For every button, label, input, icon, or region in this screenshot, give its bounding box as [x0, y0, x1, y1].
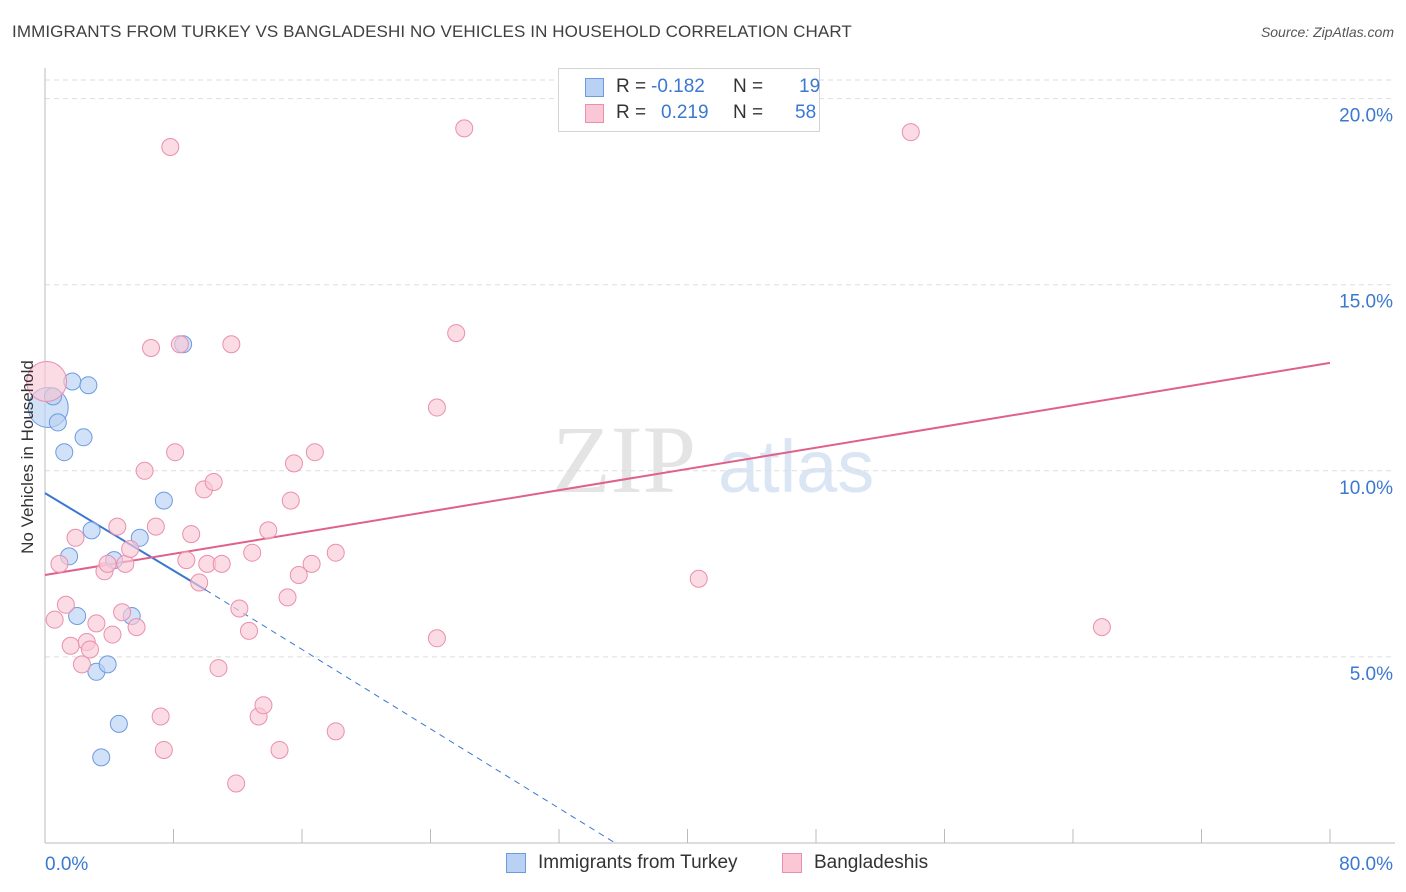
bangladeshi-point — [305, 443, 324, 462]
bangladeshi-point — [204, 472, 223, 491]
bangladeshis-n-value: 58 — [795, 102, 817, 123]
bangladeshis-n-label: N = — [733, 102, 764, 123]
bangladeshis-swatch — [585, 104, 604, 123]
bangladeshi-point — [901, 123, 920, 142]
legend-turkey-swatch — [506, 853, 526, 873]
bangladeshi-point — [455, 119, 474, 138]
bangladeshi-point — [72, 655, 91, 674]
bangladeshi-point — [284, 454, 303, 473]
bangladeshi-point — [190, 573, 209, 592]
turkey-point — [68, 606, 87, 625]
bangladeshi-point — [108, 517, 127, 536]
bangladeshi-point — [61, 636, 80, 655]
bangladeshi-point — [209, 659, 228, 678]
bangladeshi-point — [239, 621, 258, 640]
bangladeshi-point — [80, 640, 99, 659]
turkey-n-value: 19 — [799, 76, 821, 97]
turkey-point — [82, 521, 101, 540]
bangladeshi-point — [116, 554, 135, 573]
turkey-point — [74, 428, 93, 447]
bangladeshi-point — [270, 740, 289, 759]
bangladeshi-trend-line — [44, 361, 1331, 577]
bangladeshi-point — [142, 338, 161, 357]
turkey-point — [55, 443, 74, 462]
bangladeshi-point — [50, 554, 69, 573]
watermark-zip: ZIP — [552, 406, 696, 513]
bangladeshi-point — [427, 398, 446, 417]
bangladeshi-point — [154, 740, 173, 759]
legend-turkey-label: Immigrants from Turkey — [538, 852, 738, 873]
bangladeshi-point — [182, 525, 201, 544]
bangladeshi-point — [230, 599, 249, 618]
bangladeshi-point — [1092, 618, 1111, 637]
bangladeshi-point — [98, 554, 117, 573]
bangladeshi-point — [243, 543, 262, 562]
bangladeshi-point — [326, 543, 345, 562]
bangladeshi-point — [26, 360, 68, 402]
turkey-point — [79, 376, 98, 395]
turkey-r-label: R = — [616, 76, 647, 97]
y-tick-label: 10.0% — [1339, 478, 1393, 499]
bangladeshi-point — [56, 595, 75, 614]
x-tick-label-max: 80.0% — [1339, 854, 1393, 875]
y-tick-label: 5.0% — [1350, 664, 1393, 685]
bangladeshi-point — [45, 610, 64, 629]
bangladeshi-point — [259, 521, 278, 540]
bangladeshi-point — [689, 569, 708, 588]
source-label: Source: ZipAtlas.com — [1260, 24, 1394, 40]
bangladeshi-point — [66, 528, 85, 547]
turkey-swatch — [585, 78, 604, 97]
bangladeshi-point — [87, 614, 106, 633]
bangladeshi-point — [447, 324, 466, 343]
y-tick-label: 15.0% — [1339, 292, 1393, 313]
bangladeshi-point — [281, 491, 300, 510]
turkey-point — [154, 491, 173, 510]
bangladeshi-point — [289, 566, 308, 585]
bangladeshi-point — [127, 618, 146, 637]
watermark-atlas: atlas — [718, 425, 874, 508]
x-tick-label-min: 0.0% — [45, 854, 88, 875]
legend-bangladeshis-label: Bangladeshis — [814, 852, 929, 873]
y-tick-label: 20.0% — [1339, 106, 1393, 127]
bangladeshi-point — [121, 539, 140, 558]
bangladeshi-point — [166, 443, 185, 462]
turkey-r-value: -0.182 — [651, 76, 705, 97]
bangladeshi-point — [302, 554, 321, 573]
bangladeshi-point — [222, 335, 241, 354]
chart-title: IMMIGRANTS FROM TURKEY VS BANGLADESHI NO… — [12, 22, 852, 41]
bangladeshi-point — [135, 461, 154, 480]
turkey-point — [48, 413, 67, 432]
bangladeshi-point — [113, 603, 132, 622]
turkey-point — [92, 748, 111, 767]
bangladeshi-point — [227, 774, 246, 793]
turkey-n-label: N = — [733, 76, 764, 97]
bangladeshi-point — [170, 335, 189, 354]
bangladeshi-point — [151, 707, 170, 726]
turkey-trend-extension — [205, 589, 616, 844]
bangladeshi-point — [103, 625, 122, 644]
bangladeshi-point — [427, 629, 446, 648]
turkey-point — [98, 655, 117, 674]
bangladeshi-point — [212, 554, 231, 573]
bangladeshi-point — [146, 517, 165, 536]
bangladeshi-point — [177, 551, 196, 570]
bangladeshis-r-label: R = — [616, 102, 647, 123]
bangladeshis-r-value: 0.219 — [661, 102, 709, 123]
legend-bangladeshis-swatch — [782, 853, 802, 873]
bangladeshi-point — [254, 696, 273, 715]
y-axis-label: No Vehicles in Household — [18, 360, 37, 554]
stats-legend: R = -0.182 N = 19 R = 0.219 N = 58 — [558, 68, 820, 132]
bangladeshi-point — [278, 588, 297, 607]
bangladeshi-point — [326, 722, 345, 741]
turkey-point — [109, 714, 128, 733]
bangladeshi-point — [161, 137, 180, 156]
